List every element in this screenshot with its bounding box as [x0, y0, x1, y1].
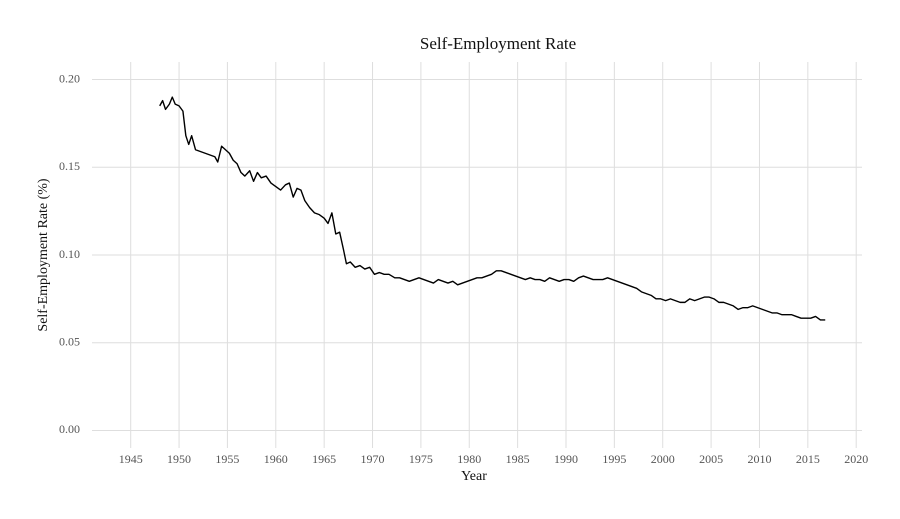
line	[159, 96, 826, 321]
y-tick-label: 0.15	[59, 159, 80, 173]
x-tick-label: 1995	[602, 452, 626, 466]
y-tick-label: 0.20	[59, 71, 80, 85]
x-tick-label: 1985	[506, 452, 530, 466]
x-axis-title: Year	[461, 469, 487, 484]
x-tick-label: 1945	[119, 452, 143, 466]
y-tick-label: 0.10	[59, 247, 80, 261]
chart-title: Self-Employment Rate	[420, 34, 576, 53]
x-tick-label: 2010	[747, 452, 771, 466]
x-tick-label: 2005	[699, 452, 723, 466]
y-tick-label: 0.05	[59, 334, 80, 348]
x-tick-label: 1970	[361, 452, 385, 466]
y-tick-label: 0.00	[59, 422, 80, 436]
x-tick-label: 2020	[844, 452, 868, 466]
x-tick-label: 1990	[554, 452, 578, 466]
x-tick-label: 1960	[264, 452, 288, 466]
x-tick-label: 1965	[312, 452, 336, 466]
x-tick-label: 2000	[651, 452, 675, 466]
x-tick-label: 1955	[215, 452, 239, 466]
x-tick-label: 2015	[796, 452, 820, 466]
x-tick-label: 1975	[409, 452, 433, 466]
x-tick-label: 1980	[457, 452, 481, 466]
x-tick-label: 1950	[167, 452, 191, 466]
y-axis-title: Self-Employment Rate (%)	[36, 178, 51, 332]
